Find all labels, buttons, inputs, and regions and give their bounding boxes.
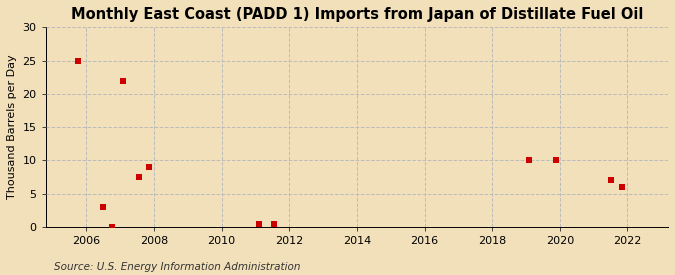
Text: Source: U.S. Energy Information Administration: Source: U.S. Energy Information Administ… bbox=[54, 262, 300, 272]
Point bbox=[118, 78, 129, 83]
Point bbox=[524, 158, 535, 163]
Point bbox=[106, 225, 117, 229]
Point bbox=[269, 221, 279, 226]
Title: Monthly East Coast (PADD 1) Imports from Japan of Distillate Fuel Oil: Monthly East Coast (PADD 1) Imports from… bbox=[71, 7, 643, 22]
Point bbox=[133, 175, 144, 179]
Point bbox=[617, 185, 628, 189]
Point bbox=[253, 221, 264, 226]
Y-axis label: Thousand Barrels per Day: Thousand Barrels per Day bbox=[7, 55, 17, 199]
Point bbox=[551, 158, 562, 163]
Point bbox=[605, 178, 616, 183]
Point bbox=[143, 165, 154, 169]
Point bbox=[72, 58, 83, 63]
Point bbox=[98, 205, 109, 209]
